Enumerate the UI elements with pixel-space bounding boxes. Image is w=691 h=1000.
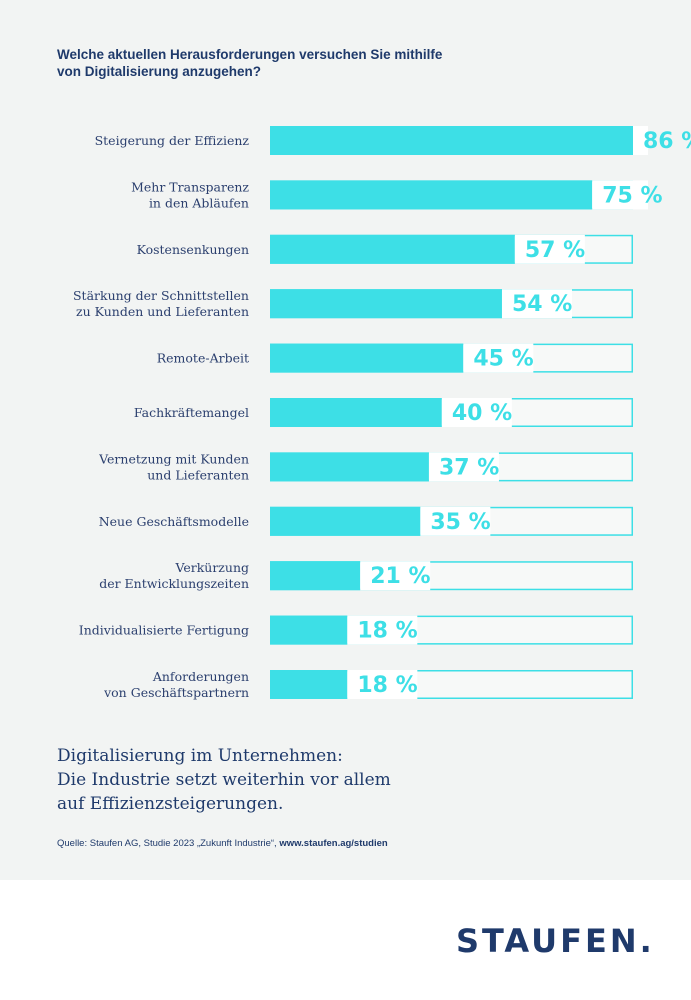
value-label: 86 % <box>643 129 691 154</box>
value-label: 45 % <box>473 347 533 372</box>
bar <box>270 398 442 427</box>
value-label: 75 % <box>602 183 662 208</box>
value-label: 57 % <box>525 238 585 263</box>
value-label-bg <box>428 452 499 482</box>
category-label: Kostensenkungen <box>137 242 249 257</box>
category-label: der Entwicklungszeiten <box>99 576 249 591</box>
source-text: Quelle: Staufen AG, Studie 2023 „Zukunft… <box>57 838 280 849</box>
value-label-bg <box>420 506 491 536</box>
bar <box>270 343 464 373</box>
bar <box>270 234 515 264</box>
category-label: Neue Geschäftsmodelle <box>99 514 249 529</box>
chart-question: Welche aktuellen Herausforderungen versu… <box>57 47 443 79</box>
bar-row: 57 % Kostensenkungen <box>137 234 633 264</box>
bar <box>270 180 593 210</box>
bar <box>270 561 361 591</box>
category-label: zu Kunden und Lieferanten <box>76 304 249 319</box>
category-label: Anforderungen <box>152 669 249 684</box>
bar <box>270 126 633 155</box>
category-label: in den Abläufen <box>149 195 249 210</box>
bar-row: 40 % Fachkräftemangel <box>134 398 633 427</box>
value-label-bg <box>441 398 512 427</box>
value-label-bg <box>463 343 534 373</box>
bar <box>270 289 502 319</box>
category-label: Verkürzung <box>174 560 249 575</box>
category-label: von Geschäftspartnern <box>103 685 249 700</box>
value-label-bg <box>360 561 431 591</box>
value-label-bg <box>514 234 585 264</box>
value-label-bg <box>633 126 648 155</box>
value-label: 37 % <box>439 455 499 480</box>
category-label: Fachkräftemangel <box>134 405 249 420</box>
value-label: 35 % <box>430 510 490 535</box>
category-label: Vernetzung mit Kunden <box>98 451 249 466</box>
category-label: Stärkung der Schnittstellen <box>73 288 249 303</box>
value-label: 18 % <box>357 673 417 698</box>
value-label: 40 % <box>452 401 512 426</box>
bar-row: 35 % Neue Geschäftsmodelle <box>99 506 633 536</box>
source-note: Quelle: Staufen AG, Studie 2023 „Zukunft… <box>57 838 657 849</box>
value-label-bg <box>501 289 572 319</box>
bar-chart: 86 % Steigerung der Effizienz 75 % Mehr Tra… <box>73 126 691 700</box>
bar-row: 18 % Individualisierte Fertigung <box>79 615 633 645</box>
bar-row: 86 % Steigerung der Effizienz <box>95 126 691 155</box>
source-link[interactable]: www.staufen.ag/studien <box>279 838 388 849</box>
bar <box>270 452 429 482</box>
value-label: 18 % <box>357 619 417 644</box>
value-label: 21 % <box>370 564 430 589</box>
bar <box>270 506 421 536</box>
category-label: Individualisierte Fertigung <box>79 623 249 638</box>
category-label: Steigerung der Effizienz <box>95 133 250 148</box>
category-label: und Lieferanten <box>147 467 249 482</box>
value-label: 54 % <box>512 292 572 317</box>
bar <box>270 615 348 645</box>
value-label-bg <box>347 615 418 645</box>
value-label-bg <box>592 180 648 210</box>
bar-row: 45 % Remote-Arbeit <box>157 343 633 373</box>
headline: Digitalisierung im Unternehmen: Die Indu… <box>57 746 391 814</box>
value-label-bg <box>347 670 418 699</box>
staufen-logo: STAUFEN. <box>456 922 655 960</box>
bar <box>270 670 348 699</box>
category-label: Mehr Transparenz <box>131 179 249 194</box>
category-label: Remote-Arbeit <box>157 351 249 366</box>
